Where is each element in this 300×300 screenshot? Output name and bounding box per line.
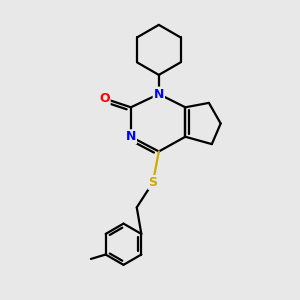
Text: N: N [154, 88, 164, 100]
Text: N: N [126, 130, 136, 143]
Text: O: O [99, 92, 110, 105]
Text: S: S [148, 176, 158, 189]
